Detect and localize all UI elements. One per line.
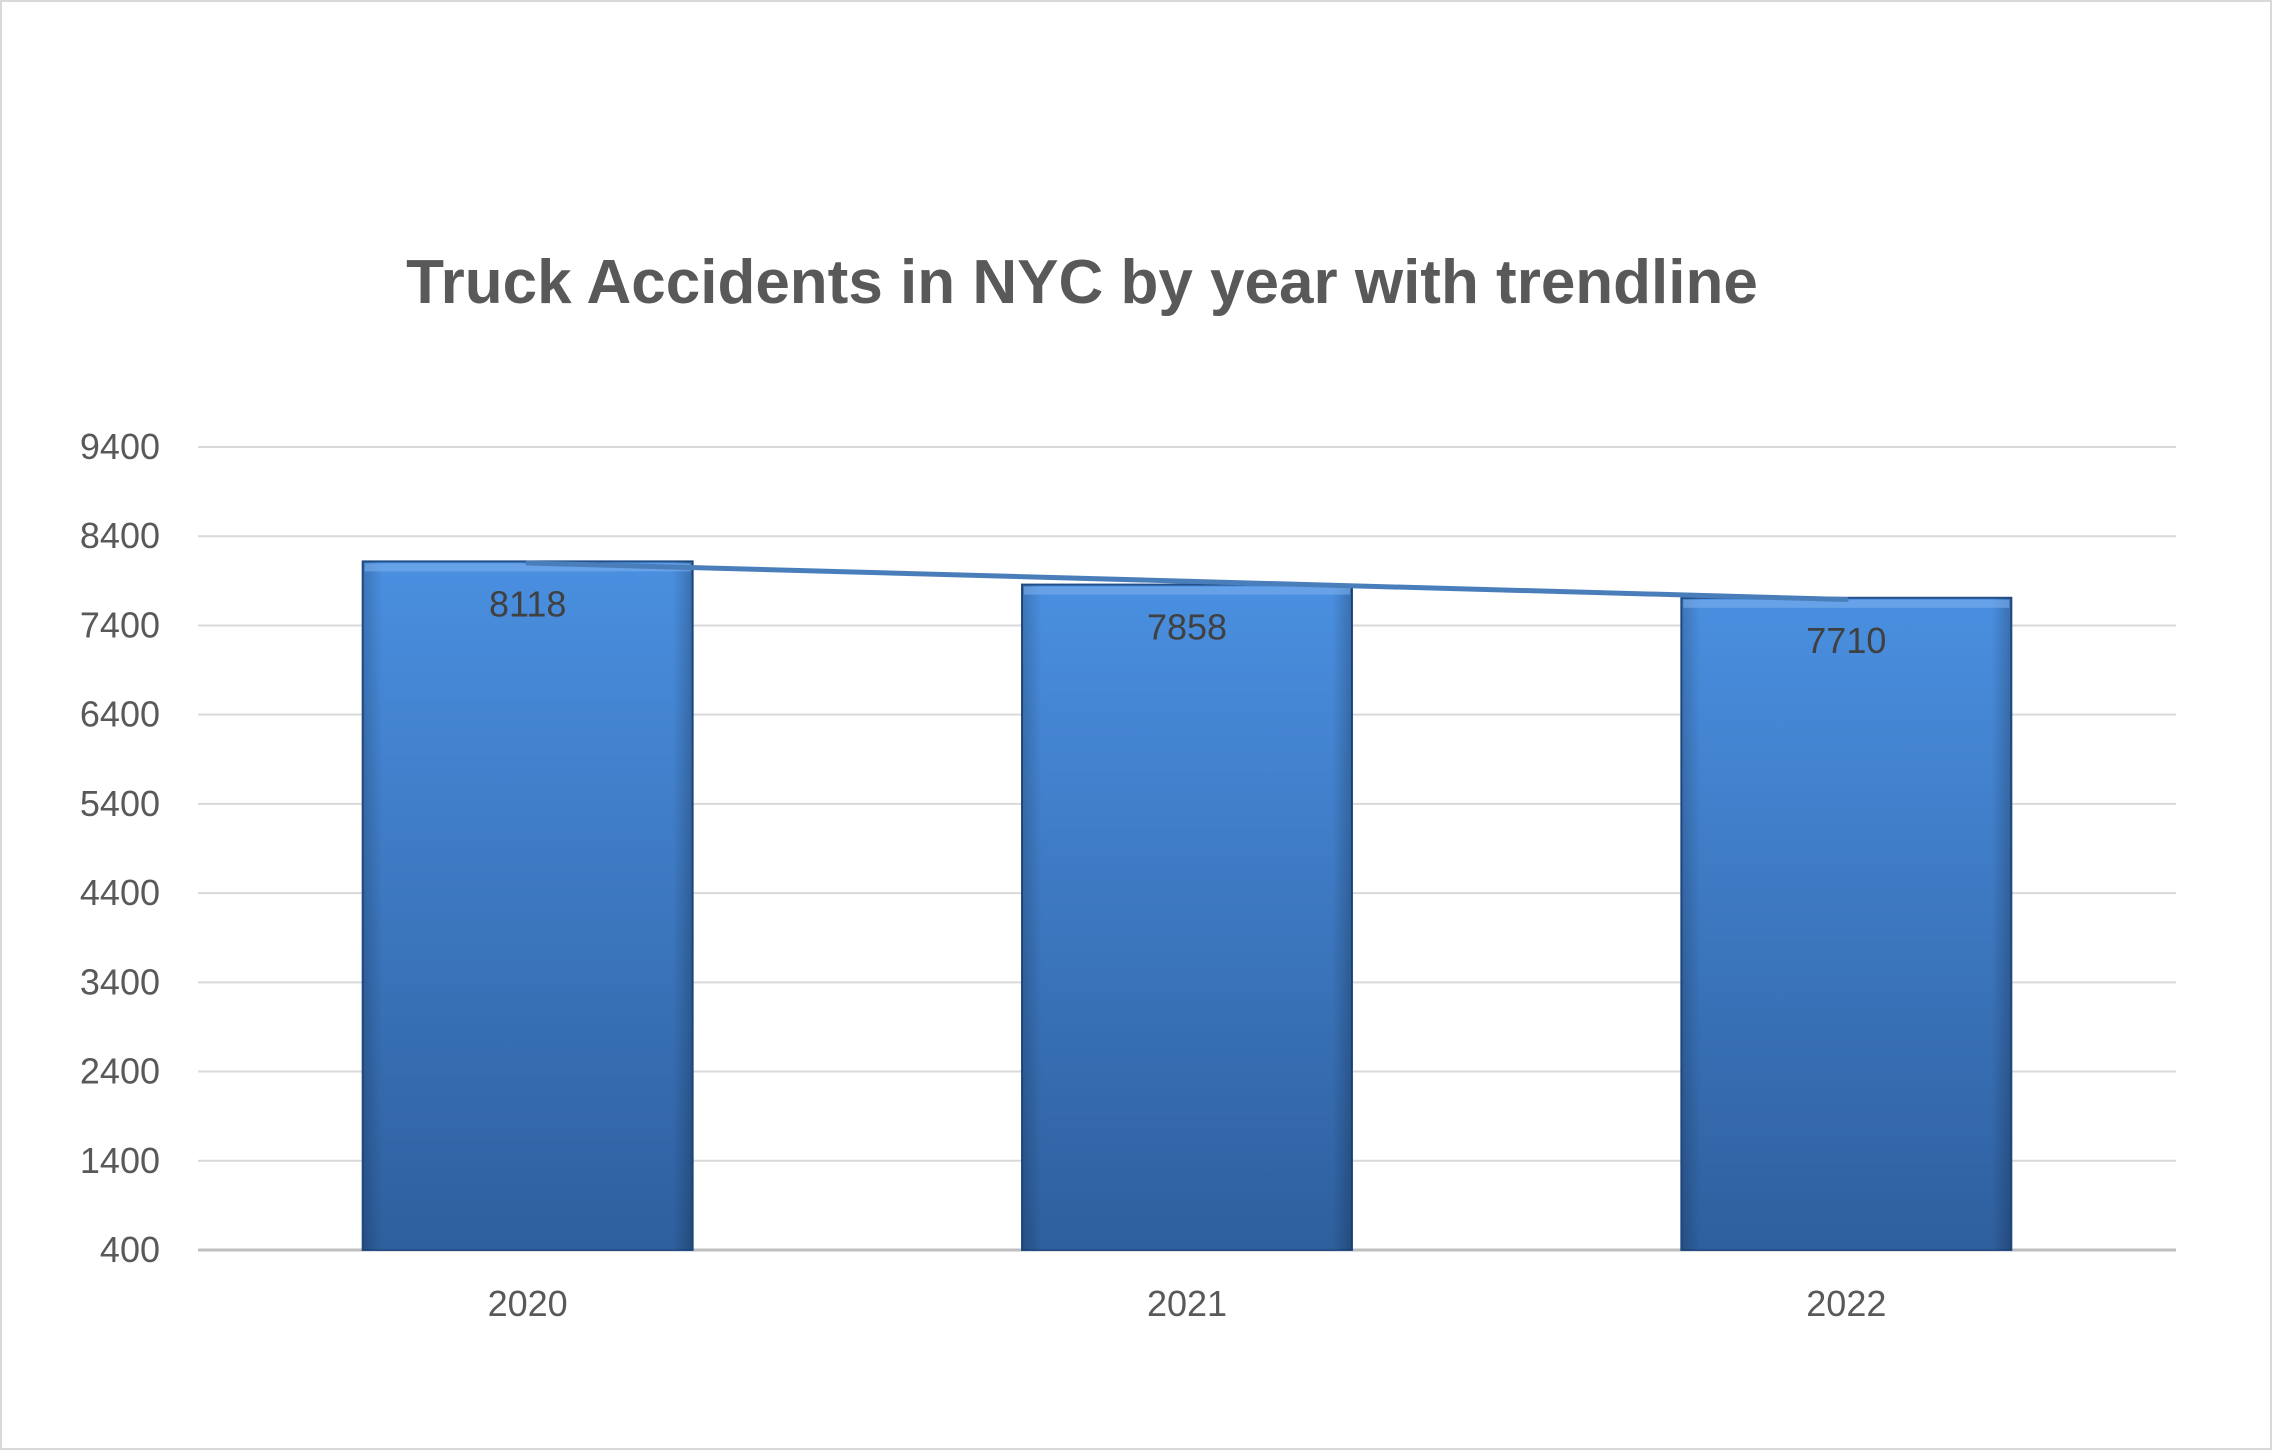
y-tick-label: 4400 [80, 872, 160, 913]
y-tick-label: 1400 [80, 1140, 160, 1181]
data-label: 7710 [1806, 620, 1886, 661]
bar-top-highlight [364, 563, 691, 572]
data-label: 8118 [489, 583, 566, 624]
bar-top-highlight [1024, 586, 1350, 595]
data-labels: 8118 7858 7710 [489, 583, 1886, 660]
y-tick-label: 6400 [80, 694, 160, 735]
bar-bevel [1022, 584, 1352, 1250]
y-axis-ticks: 400 1400 2400 3400 4400 5400 6400 7400 8400 9400 [80, 426, 160, 1270]
bars [361, 560, 2013, 1251]
x-category-label: 2022 [1806, 1283, 1886, 1324]
bar-top-highlight [1683, 599, 2010, 608]
data-label: 7858 [1147, 607, 1227, 648]
bar-bevel [1681, 597, 2012, 1250]
x-category-label: 2020 [488, 1283, 568, 1324]
trendline [525, 560, 1849, 602]
x-category-label: 2021 [1147, 1283, 1227, 1324]
y-tick-label: 8400 [80, 515, 160, 556]
y-tick-label: 9400 [80, 426, 160, 467]
trendline-layer [525, 560, 1849, 602]
y-tick-label: 2400 [80, 1051, 160, 1092]
x-axis-categories: 2020 2021 2022 [488, 1283, 1887, 1324]
chart-title: Truck Accidents in NYC by year with tren… [406, 248, 1758, 317]
y-tick-label: 3400 [80, 961, 160, 1002]
y-tick-label: 7400 [80, 604, 160, 645]
bar-bevel [362, 561, 693, 1250]
y-tick-label: 5400 [80, 783, 160, 824]
y-tick-label: 400 [100, 1229, 160, 1270]
